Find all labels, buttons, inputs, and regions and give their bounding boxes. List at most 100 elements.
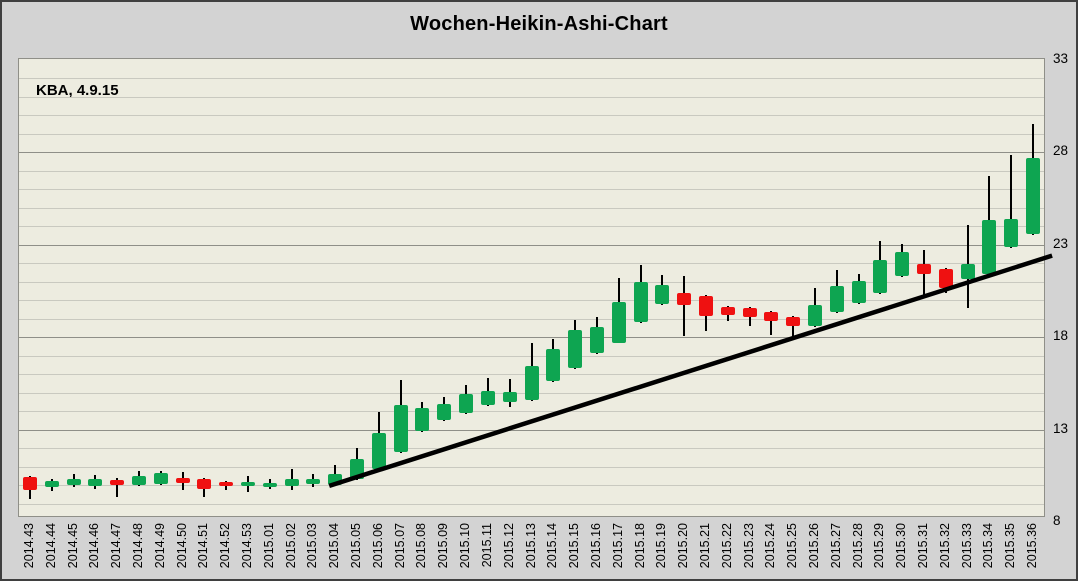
- candle-body-down: [938, 268, 953, 288]
- candle-body-up: [284, 479, 299, 486]
- x-axis-tick-label: 2015.27: [828, 523, 843, 569]
- minor-gridline: [19, 485, 1044, 486]
- x-axis-tick-label: 2015.25: [785, 523, 800, 569]
- x-axis-tick-label: 2015.02: [283, 523, 298, 569]
- x-axis-tick-label: 2015.01: [261, 523, 276, 569]
- candle-body-up: [611, 301, 626, 343]
- x-axis-tick-label: 2015.09: [436, 523, 451, 569]
- candle-body-down: [917, 263, 932, 275]
- candle-body-up: [44, 481, 59, 487]
- y-axis-tick-label: 18: [1053, 328, 1069, 343]
- candle-body-up: [480, 390, 495, 406]
- minor-gridline: [19, 189, 1044, 190]
- candle-body-up: [328, 473, 343, 485]
- x-axis-tick-label: 2014.45: [65, 523, 80, 569]
- minor-gridline: [19, 300, 1044, 301]
- x-axis-tick-label: 2015.12: [501, 523, 516, 569]
- minor-gridline: [19, 115, 1044, 116]
- candle-body-up: [350, 459, 365, 480]
- minor-gridline: [19, 226, 1044, 227]
- candle-body-up: [306, 479, 321, 485]
- candle-body-down: [720, 307, 735, 315]
- x-axis-tick-label: 2015.05: [349, 523, 364, 569]
- major-gridline: [19, 337, 1044, 338]
- candle-body-up: [524, 365, 539, 400]
- minor-gridline: [19, 448, 1044, 449]
- x-axis-tick-label: 2015.33: [959, 523, 974, 569]
- candle-body-up: [262, 483, 277, 487]
- x-axis-tick-label: 2015.32: [937, 523, 952, 569]
- x-axis-tick-label: 2015.06: [370, 523, 385, 569]
- y-axis-tick-label: 13: [1053, 420, 1069, 436]
- x-axis-tick-label: 2014.53: [239, 523, 254, 569]
- candle-body-up: [851, 280, 866, 303]
- candle-body-down: [175, 477, 190, 484]
- candle-body-up: [415, 408, 430, 432]
- x-axis-tick-label: 2015.34: [981, 523, 996, 569]
- candle-body-up: [895, 251, 910, 276]
- candle-body-down: [742, 308, 757, 317]
- x-axis-tick-label: 2015.21: [697, 523, 712, 569]
- minor-gridline: [19, 466, 1044, 468]
- y-axis-tick-label: 28: [1053, 143, 1069, 158]
- x-axis-tick-label: 2015.07: [392, 523, 407, 569]
- minor-gridline: [19, 133, 1044, 135]
- x-axis-tick-label: 2015.11: [479, 523, 494, 568]
- x-axis-tick-label: 2015.18: [632, 523, 647, 569]
- x-axis-tick-label: 2015.30: [894, 523, 909, 569]
- x-axis-tick-label: 2015.16: [588, 523, 603, 569]
- chart-title: Wochen-Heikin-Ashi-Chart: [410, 13, 668, 35]
- x-axis-tick-label: 2014.51: [196, 523, 211, 569]
- minor-gridline: [19, 207, 1044, 209]
- candle-body-up: [66, 478, 81, 485]
- x-axis-tick-label: 2015.29: [872, 523, 887, 569]
- x-axis-tick-label: 2015.22: [719, 523, 734, 569]
- candle-body-up: [808, 304, 822, 326]
- candle-body-up: [589, 326, 604, 353]
- x-axis-tick-label: 2014.50: [174, 523, 189, 569]
- candle-body-up: [873, 260, 888, 293]
- minor-gridline: [19, 96, 1044, 98]
- candle-body-down: [764, 312, 779, 322]
- minor-gridline: [19, 318, 1044, 320]
- candle-body-up: [371, 433, 386, 470]
- x-axis-tick-label: 2015.31: [916, 523, 931, 569]
- x-axis-tick-label: 2014.46: [87, 523, 102, 569]
- major-gridline: [19, 244, 1044, 246]
- x-axis-tick-label: 2014.43: [21, 523, 36, 569]
- x-axis-tick-label: 2015.10: [458, 523, 473, 569]
- series-label: KBA, 4.9.15: [36, 82, 119, 99]
- candle-body-up: [655, 285, 670, 304]
- candle-body-up: [393, 405, 408, 452]
- candle-wick: [923, 250, 926, 299]
- minor-gridline: [19, 78, 1044, 79]
- x-axis-tick-label: 2015.19: [654, 523, 669, 569]
- x-axis-tick-label: 2014.52: [218, 523, 233, 569]
- x-axis-tick-label: 2015.04: [327, 523, 342, 569]
- candle-body-up: [982, 220, 997, 275]
- candle-body-up: [829, 286, 844, 313]
- y-axis-tick-label: 23: [1053, 235, 1069, 251]
- major-gridline: [19, 429, 1044, 431]
- minor-gridline: [19, 411, 1044, 412]
- x-axis-tick-label: 2015.26: [807, 523, 821, 569]
- x-axis-tick-label: 2015.20: [676, 523, 691, 569]
- candle-body-up: [131, 475, 146, 485]
- candle-body-down: [197, 478, 212, 489]
- candle-body-up: [633, 281, 648, 323]
- candle-body-up: [240, 482, 255, 486]
- x-axis-tick-label: 2015.17: [610, 523, 625, 569]
- x-axis-tick-label: 2015.14: [545, 523, 560, 569]
- x-axis-tick-label: 2015.36: [1025, 523, 1040, 569]
- x-axis-tick-label: 2015.28: [850, 523, 865, 569]
- x-axis-tick-label: 2014.48: [130, 523, 145, 569]
- candle-body-up: [502, 391, 517, 402]
- y-axis-tick-label: 33: [1053, 50, 1069, 66]
- candle-body-up: [1026, 157, 1041, 235]
- candle-body-down: [698, 296, 713, 316]
- minor-gridline: [19, 263, 1044, 264]
- candle-body-up: [960, 263, 975, 279]
- candle-body-up: [546, 349, 561, 382]
- candle-body-down: [677, 292, 692, 305]
- candle-wick: [116, 477, 119, 498]
